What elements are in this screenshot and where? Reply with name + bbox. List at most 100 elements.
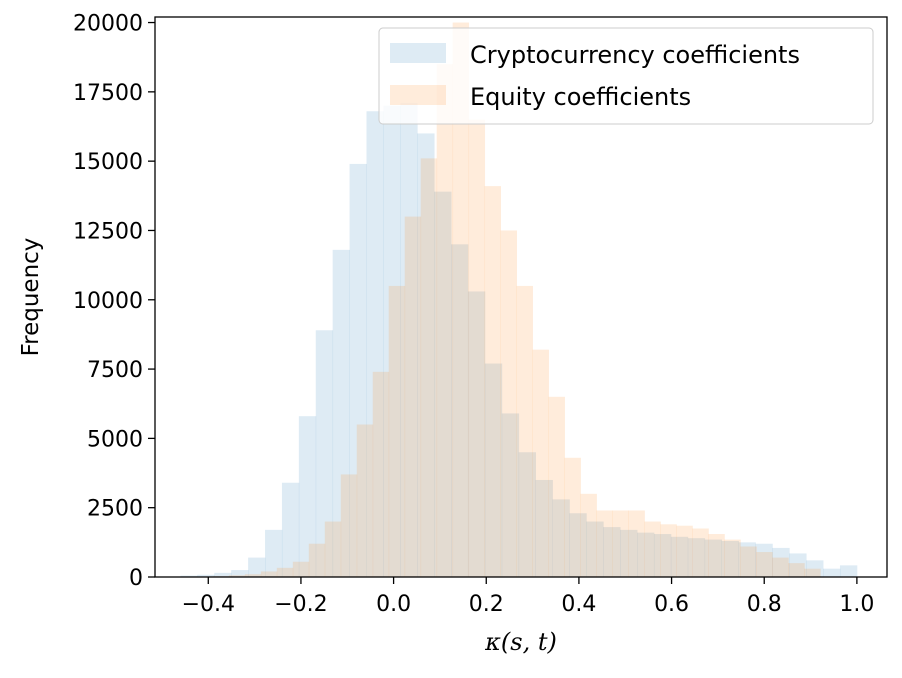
- equity-bar: [356, 424, 374, 577]
- equity-bar: [676, 525, 693, 577]
- equity-bar: [452, 22, 470, 578]
- crypto-bar: [366, 111, 384, 577]
- equity-bar: [788, 563, 805, 577]
- crypto-bar: [586, 521, 604, 577]
- equity-bar: [244, 574, 262, 577]
- y-tick-label: 10000: [73, 289, 143, 314]
- equity-bar: [596, 510, 613, 577]
- crypto-bar: [214, 572, 232, 577]
- crypto-bar: [417, 133, 435, 577]
- crypto-bar: [383, 105, 401, 578]
- crypto-bar: [484, 363, 503, 577]
- equity-bar: [564, 457, 581, 577]
- crypto-bar: [298, 416, 317, 577]
- crypto-bar: [603, 527, 621, 577]
- x-tick-label: 0.4: [561, 592, 596, 617]
- equity-bar: [292, 561, 310, 577]
- crypto-bar: [434, 191, 452, 577]
- equity-bar: [532, 349, 549, 577]
- equity-bar: [612, 510, 629, 577]
- y-tick-label: 15000: [73, 150, 143, 175]
- equity-bar: [724, 539, 741, 577]
- crypto-bar: [518, 452, 536, 577]
- crypto-bar: [281, 482, 300, 577]
- crypto-bar: [670, 536, 689, 577]
- y-tick-label: 20000: [73, 12, 143, 37]
- equity-bar: [500, 230, 517, 577]
- x-tick-label: 0.6: [654, 592, 689, 617]
- x-tick-label: 0.2: [469, 592, 504, 617]
- equity-bar: [372, 371, 390, 577]
- crypto-bar: [535, 479, 553, 577]
- crypto-bar: [637, 532, 655, 577]
- equity-bar: [404, 216, 422, 577]
- legend: Cryptocurrency coefficients Equity coeff…: [378, 27, 874, 125]
- crypto-bar: [349, 163, 367, 577]
- y-tick-label: 2500: [87, 497, 143, 522]
- crypto-bar: [400, 102, 418, 577]
- crypto-bar: [687, 538, 706, 577]
- equity-bar: [308, 543, 326, 577]
- equity-bar: [388, 285, 406, 577]
- crypto-bar: [721, 540, 739, 577]
- crypto-bar: [467, 291, 486, 577]
- x-tick-label: 0.0: [376, 592, 411, 617]
- legend-swatch-equity: [390, 85, 446, 105]
- crypto-bar: [738, 542, 756, 577]
- x-tick-label: 0.8: [747, 592, 782, 617]
- equity-bar: [260, 571, 278, 577]
- crypto-bars: [180, 102, 858, 578]
- crypto-bar: [180, 575, 198, 577]
- crypto-bar: [704, 539, 722, 577]
- crypto-bar: [772, 547, 790, 577]
- y-tick-label: 17500: [73, 81, 143, 106]
- equity-bar: [772, 557, 789, 577]
- crypto-bar: [231, 570, 249, 577]
- crypto-bar: [653, 534, 672, 577]
- equity-bar: [692, 528, 709, 577]
- equity-bar: [580, 493, 597, 577]
- x-tick-label: −0.2: [274, 592, 327, 617]
- y-tick-label: 7500: [87, 358, 143, 383]
- equity-bar: [484, 186, 502, 578]
- legend-label-crypto: Cryptocurrency coefficients: [470, 41, 800, 69]
- equity-bars: [212, 22, 821, 578]
- equity-bar: [548, 396, 565, 577]
- plot-frame: [154, 16, 888, 578]
- crypto-bar: [789, 553, 807, 577]
- crypto-bar: [823, 568, 841, 577]
- equity-bar: [436, 64, 454, 577]
- equity-bar: [660, 524, 677, 577]
- y-axis-ticks: 0 2500 5000 7500 10000 12500 15000 17500 20000: [73, 12, 155, 591]
- equity-bar: [756, 552, 773, 577]
- crypto-bar: [620, 529, 638, 577]
- equity-bar: [340, 474, 358, 577]
- crypto-bar: [501, 413, 520, 577]
- equity-bar: [708, 534, 725, 577]
- equity-bar: [468, 119, 486, 577]
- crypto-bar: [552, 499, 570, 577]
- crypto-bar: [755, 543, 773, 577]
- y-axis-label: Frequency: [18, 238, 44, 357]
- equity-bar: [276, 567, 294, 577]
- equity-bar: [740, 546, 757, 577]
- y-tick-label: 0: [129, 566, 143, 591]
- equity-bar: [228, 575, 246, 577]
- legend-label-equity: Equity coefficients: [470, 83, 691, 111]
- equity-bar: [420, 158, 438, 577]
- equity-bar: [628, 510, 645, 577]
- y-tick-label: 12500: [73, 219, 143, 244]
- crypto-bar: [569, 513, 587, 577]
- crypto-bar: [332, 249, 350, 577]
- equity-bar: [644, 521, 661, 577]
- crypto-bar: [806, 560, 824, 577]
- legend-swatch-crypto: [390, 43, 446, 63]
- crypto-bar: [839, 565, 858, 577]
- crypto-bar: [265, 529, 283, 577]
- legend-box: [378, 27, 874, 125]
- x-axis-label: κ(s, t): [484, 628, 557, 656]
- equity-bar: [516, 285, 533, 577]
- crypto-bar: [248, 557, 266, 577]
- equity-bar: [324, 521, 342, 577]
